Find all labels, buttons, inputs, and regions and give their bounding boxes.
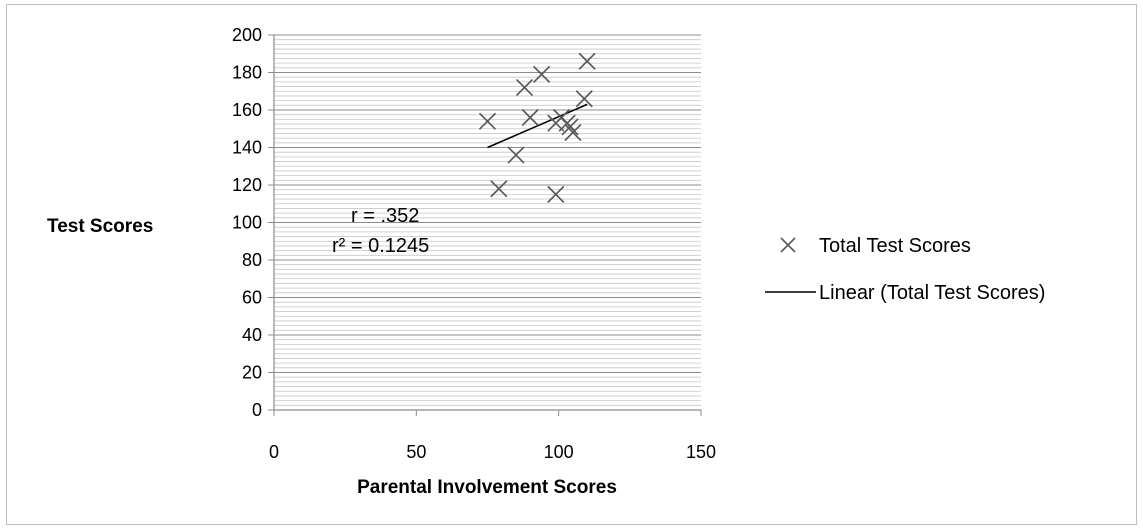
x-tick-labels: 0 50 100 150 — [269, 442, 716, 462]
legend-label-trendline: Linear (Total Test Scores) — [819, 282, 1045, 304]
data-points — [478, 52, 596, 203]
x-tick-label: 0 — [269, 442, 279, 462]
y-tick-labels: 0 20 40 60 80 100 120 140 160 180 200 — [232, 25, 262, 420]
x-tick-label: 150 — [686, 442, 716, 462]
legend-x-icon — [780, 237, 796, 253]
x-axis-title: Parental Involvement Scores — [357, 477, 617, 498]
data-point — [478, 112, 497, 130]
data-point — [521, 108, 539, 127]
linear-trendline — [487, 103, 588, 149]
axes — [268, 34, 702, 416]
data-point — [575, 90, 593, 108]
data-point — [547, 185, 565, 203]
legend: Total Test Scores Linear (Total Test Sco… — [765, 235, 1045, 304]
y-axis-title: Test Scores — [47, 216, 153, 237]
y-tick-label: 60 — [242, 288, 262, 308]
data-point — [490, 180, 508, 198]
trendline — [487, 103, 588, 149]
y-tick-label: 20 — [242, 363, 262, 383]
legend-label-series: Total Test Scores — [819, 235, 971, 257]
data-point — [564, 123, 582, 142]
data-point — [533, 65, 551, 83]
y-tick-label: 200 — [232, 25, 262, 45]
y-tick-label: 160 — [232, 100, 262, 120]
y-tick-label: 120 — [232, 175, 262, 195]
x-tick-label: 50 — [406, 442, 426, 462]
data-point — [561, 118, 579, 136]
annotation-r: r = .352 — [351, 205, 419, 227]
y-tick-label: 100 — [232, 213, 262, 233]
y-tick-label: 0 — [252, 400, 262, 420]
data-point — [515, 78, 534, 97]
data-point — [507, 146, 525, 164]
y-tick-label: 40 — [242, 325, 262, 345]
x-tick-label: 100 — [544, 442, 574, 462]
y-tick-label: 140 — [232, 138, 262, 158]
annotation-r-squared: r² = 0.1245 — [332, 235, 429, 257]
gridlines — [274, 34, 701, 411]
y-tick-label: 180 — [232, 63, 262, 83]
y-tick-label: 80 — [242, 250, 262, 270]
legend-marker-x — [780, 237, 796, 253]
data-point — [578, 52, 596, 70]
